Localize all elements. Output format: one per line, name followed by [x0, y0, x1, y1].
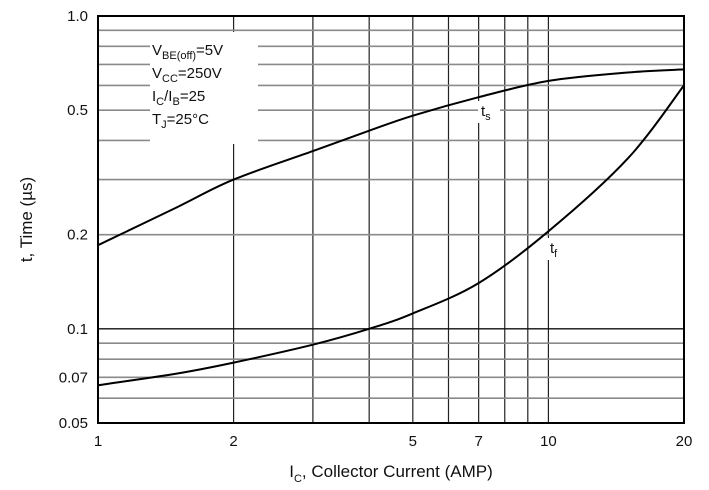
conditions-box: VBE(off)=5V VCC=250V IC/IB=25 TJ=25°C	[150, 32, 258, 144]
y-tick-label: 0.5	[67, 102, 88, 119]
x-tick-label: 1	[94, 433, 102, 450]
condition-line: VBE(off)=5V	[152, 42, 223, 62]
condition-line: TJ=25°C	[152, 111, 209, 131]
condition-line: VCC=250V	[152, 65, 222, 85]
x-tick-label: 7	[474, 433, 482, 450]
series-line-ts	[97, 68, 685, 247]
x-tick-label: 20	[676, 433, 693, 450]
curve-label-tf: tf	[550, 240, 558, 260]
curve-labels: ts tf	[478, 101, 569, 260]
series-line-tf	[97, 84, 685, 387]
curve-label-background	[478, 101, 500, 123]
conditions-background	[150, 32, 258, 144]
y-axis-label: t, Time (µs)	[17, 177, 36, 262]
x-tick-label: 10	[540, 433, 557, 450]
curve-label-background	[547, 238, 569, 260]
plot-frame	[97, 15, 685, 424]
y-tick-label: 0.1	[67, 321, 88, 338]
y-tick-label: 0.2	[67, 227, 88, 244]
y-tick-label: 0.05	[59, 415, 88, 432]
x-tick-label: 5	[409, 433, 417, 450]
y-tick-label: 0.07	[59, 369, 88, 386]
y-tick-labels: 1.0 0.5 0.2 0.1 0.07 0.05	[59, 8, 88, 432]
x-tick-label: 2	[229, 433, 237, 450]
x-tick-labels: 1 2 5 7 10 20	[94, 433, 693, 450]
y-tick-label: 1.0	[67, 8, 88, 25]
curves	[97, 68, 685, 387]
curve-label-ts: ts	[481, 103, 491, 123]
x-axis-label: IC, Collector Current (AMP)	[289, 462, 493, 485]
condition-line: IC/IB=25	[152, 88, 205, 108]
